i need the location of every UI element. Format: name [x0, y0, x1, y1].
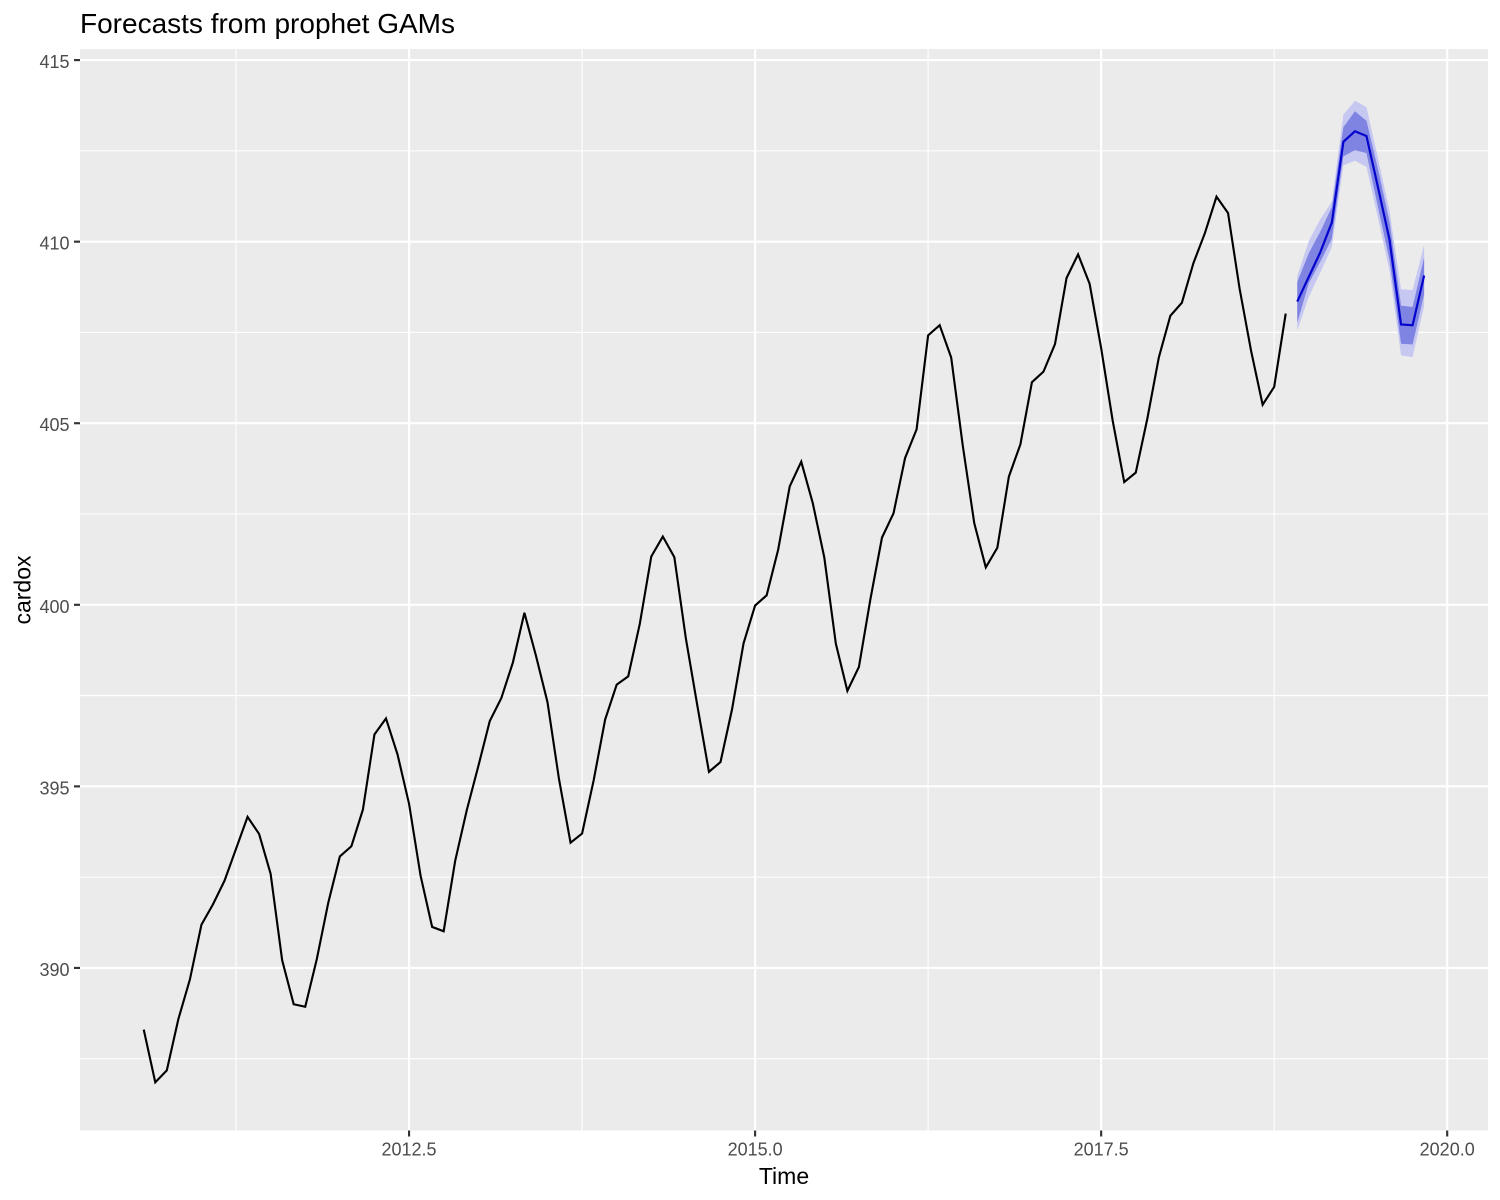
svg-text:405: 405 [39, 415, 69, 435]
svg-text:2020.0: 2020.0 [1420, 1140, 1475, 1160]
svg-text:2015.0: 2015.0 [728, 1140, 783, 1160]
svg-text:410: 410 [39, 234, 69, 254]
svg-text:390: 390 [39, 960, 69, 980]
svg-text:Forecasts from prophet GAMs: Forecasts from prophet GAMs [80, 8, 455, 39]
svg-text:415: 415 [39, 52, 69, 72]
svg-text:395: 395 [39, 778, 69, 798]
svg-text:400: 400 [39, 597, 69, 617]
svg-text:2017.5: 2017.5 [1074, 1140, 1129, 1160]
svg-text:2012.5: 2012.5 [382, 1140, 437, 1160]
svg-text:Time: Time [759, 1163, 809, 1189]
svg-text:cardox: cardox [10, 555, 36, 625]
